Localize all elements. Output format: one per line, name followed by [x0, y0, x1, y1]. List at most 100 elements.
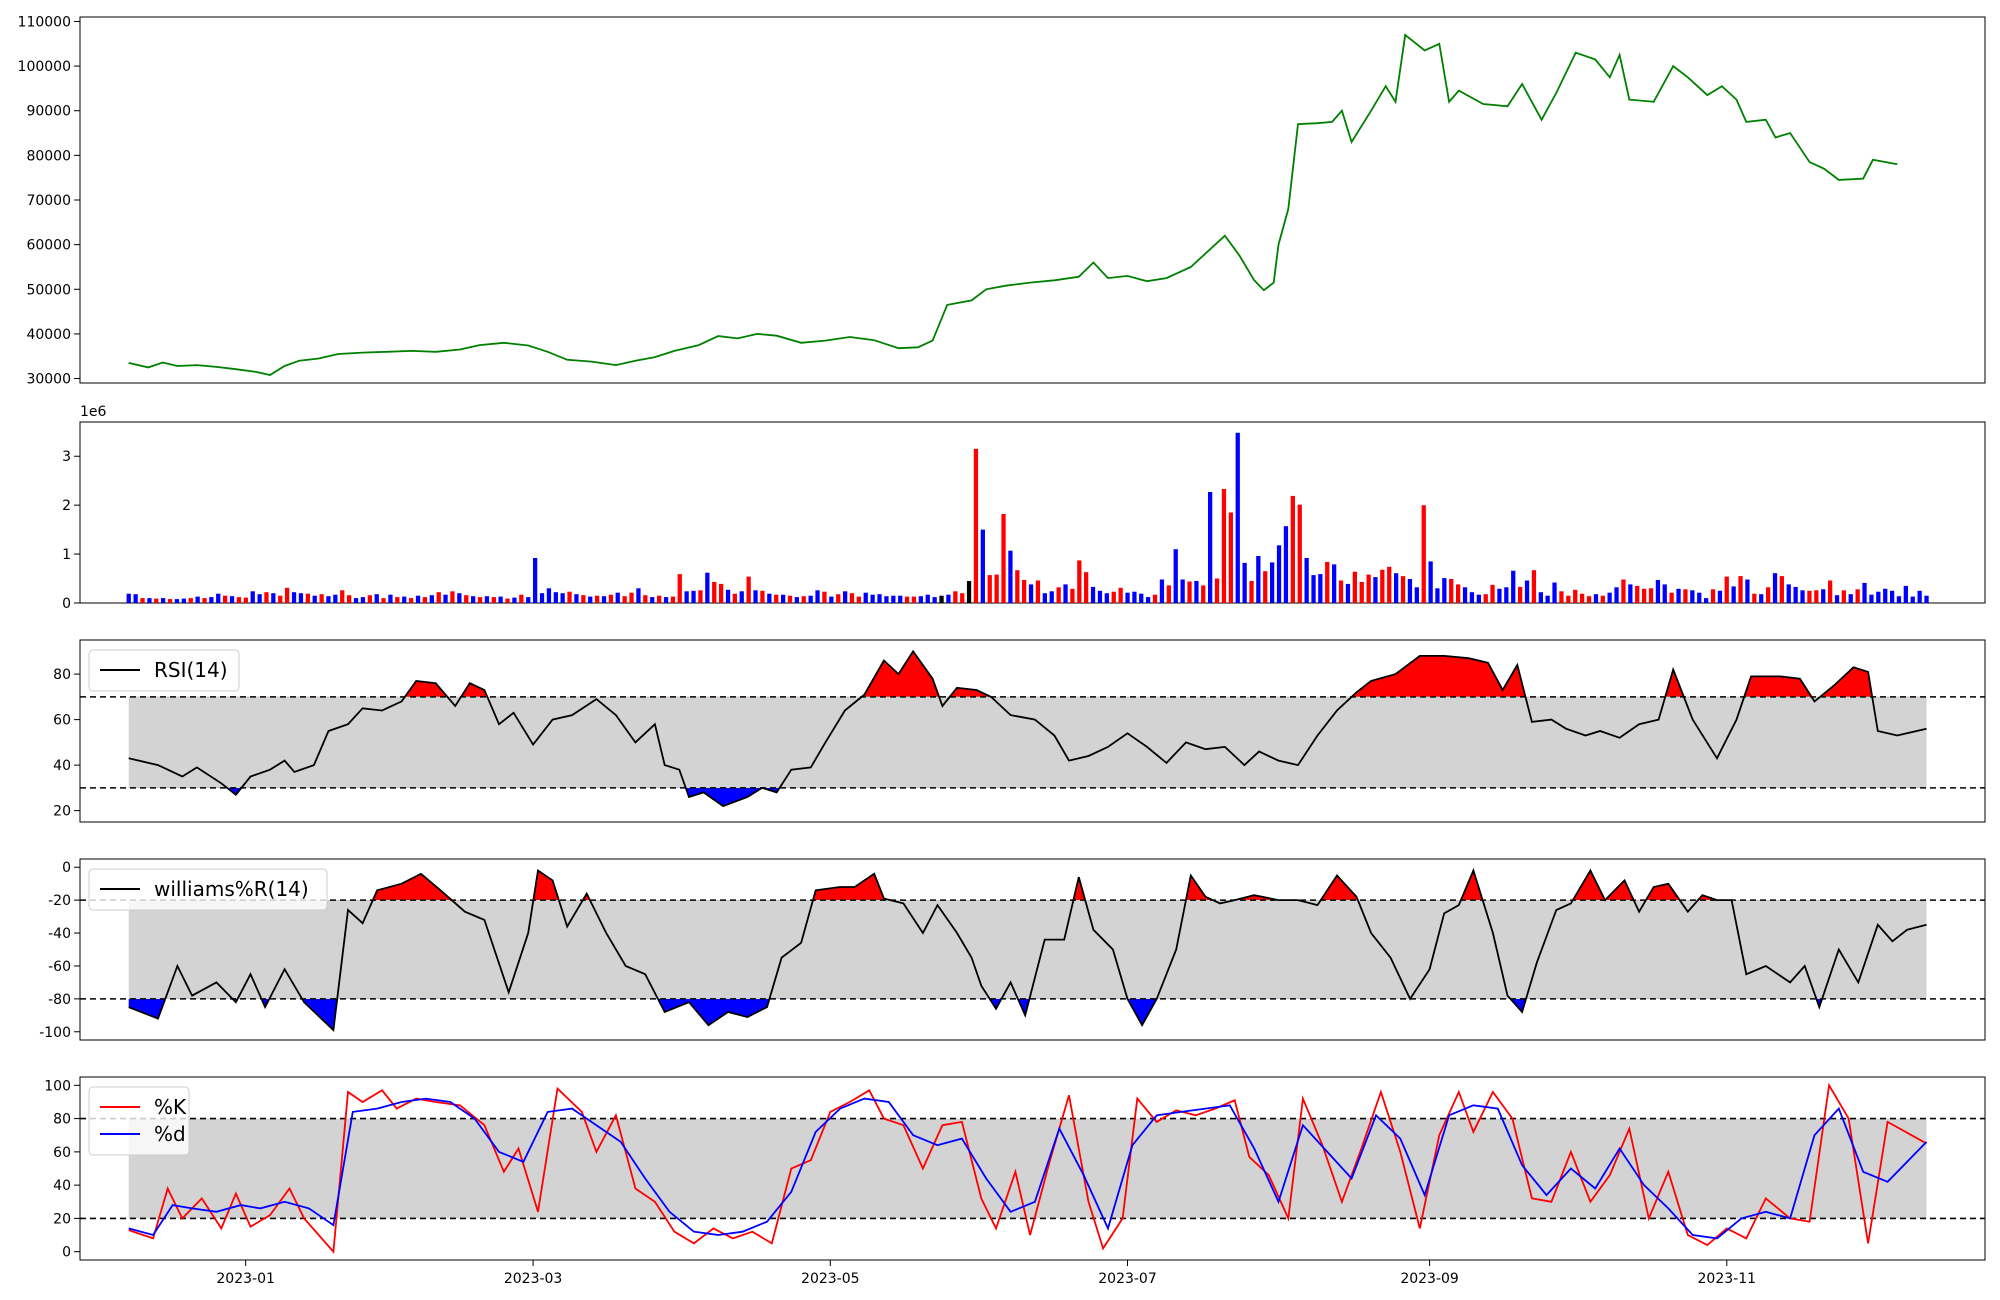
volume-bar — [1614, 587, 1619, 603]
volume-bar — [1462, 587, 1468, 603]
volume-bar — [1593, 594, 1599, 603]
volume-bar — [133, 594, 138, 603]
volume-bar — [1903, 585, 1908, 603]
rsi-ytick-label: 80 — [53, 667, 71, 683]
volume-bar — [1538, 592, 1543, 603]
volume-bar — [340, 590, 345, 603]
volume-bar — [1345, 583, 1351, 603]
volume-bar — [705, 572, 710, 603]
volume-bar — [1648, 588, 1654, 603]
volume-bar — [1008, 550, 1013, 603]
volume-bar — [1407, 579, 1413, 603]
volume-bar — [1366, 574, 1371, 603]
volume-bar — [209, 597, 214, 603]
volume-bar — [1697, 592, 1702, 603]
volume-bar — [1242, 562, 1247, 603]
price-ytick-label: 30000 — [26, 372, 71, 388]
volume-bar — [347, 595, 352, 603]
williams-ytick-label: -40 — [48, 926, 71, 942]
volume-bar — [1497, 588, 1502, 603]
volume-bar — [1228, 512, 1233, 603]
volume-bar — [333, 594, 338, 603]
volume-bar — [1531, 570, 1537, 603]
x-tick-label: 2023-03 — [504, 1271, 563, 1287]
volume-bar — [291, 592, 297, 603]
volume-bar — [195, 596, 200, 603]
volume-bar — [719, 583, 724, 603]
stochastic-neutral-band — [128, 1118, 1927, 1219]
volume-bar — [1793, 586, 1798, 603]
volume-bar — [1394, 573, 1399, 603]
volume-bar — [1400, 576, 1406, 603]
stochastic-ytick-label: 0 — [62, 1245, 71, 1261]
volume-bar — [1028, 584, 1034, 603]
volume-bar — [422, 597, 428, 603]
williams-overbought-fill — [128, 870, 1927, 901]
williams-ytick-label: -80 — [48, 992, 71, 1008]
volume-bar — [147, 598, 152, 603]
volume-bar — [257, 594, 262, 603]
volume-bar — [1352, 571, 1357, 603]
volume-bar — [1917, 590, 1922, 603]
volume-bar — [960, 593, 965, 603]
volume-bar — [1235, 432, 1240, 603]
volume-bar — [1635, 585, 1640, 603]
volume-bar — [1338, 580, 1344, 603]
rsi-neutral-band — [128, 696, 1927, 788]
volume-bar — [271, 593, 276, 603]
volume-bar — [870, 594, 875, 603]
volume-bar — [925, 594, 930, 603]
price-panel: 30000 40000 50000 60000 70000 80000 90000 10000… — [18, 14, 1986, 388]
volume-bar — [1683, 589, 1688, 603]
volume-bar — [884, 596, 889, 603]
volume-bar — [588, 596, 593, 603]
volume-bar — [987, 575, 992, 603]
volume-bar — [553, 592, 558, 603]
rsi-line — [128, 649, 1927, 808]
volume-bar — [319, 594, 324, 603]
volume-bar — [1414, 587, 1419, 603]
volume-bar — [154, 598, 159, 603]
volume-bar — [174, 599, 180, 603]
volume-bar — [932, 597, 937, 603]
volume-bar — [1056, 587, 1061, 603]
volume-bar — [815, 590, 820, 603]
volume-bar — [595, 595, 600, 603]
volume-bar — [1104, 593, 1109, 603]
volume-bar — [698, 590, 703, 603]
volume-bar — [1297, 504, 1302, 603]
volume-bar — [1524, 580, 1530, 603]
volume-bar — [1097, 590, 1103, 603]
volume-bar — [1139, 593, 1144, 603]
volume-bar — [181, 598, 186, 603]
volume-bar — [388, 594, 393, 603]
volume-bar — [891, 595, 896, 603]
volume-bar — [216, 593, 221, 603]
volume-bar — [443, 594, 448, 603]
volume-bar — [953, 591, 958, 603]
volume-bar — [409, 598, 414, 603]
williams-ytick-label: 0 — [62, 860, 71, 876]
stochastic-ytick-label: 40 — [53, 1178, 71, 1194]
volume-frame — [79, 421, 1986, 604]
volume-bar — [1435, 588, 1440, 603]
volume-bar — [1152, 594, 1158, 603]
volume-bar — [946, 594, 951, 603]
volume-bar — [1015, 570, 1020, 603]
volume-bar — [1559, 591, 1564, 603]
volume-bar — [663, 597, 669, 603]
price-ytick-label: 70000 — [26, 193, 71, 209]
stochastic-d-line — [128, 1097, 1928, 1240]
volume-bar — [1676, 588, 1681, 603]
williams-line — [128, 867, 1927, 1032]
volume-bar — [1132, 591, 1137, 603]
volume-bar — [477, 597, 483, 603]
volume-bar — [450, 591, 455, 603]
volume-bar — [1600, 595, 1605, 603]
stochastic-legend-label: %K — [154, 1095, 187, 1119]
williams-neutral-band — [128, 900, 1927, 999]
volume-bar — [1380, 569, 1385, 603]
volume-bar — [285, 587, 290, 603]
volume-bar — [484, 596, 490, 603]
volume-bar — [1896, 596, 1902, 603]
